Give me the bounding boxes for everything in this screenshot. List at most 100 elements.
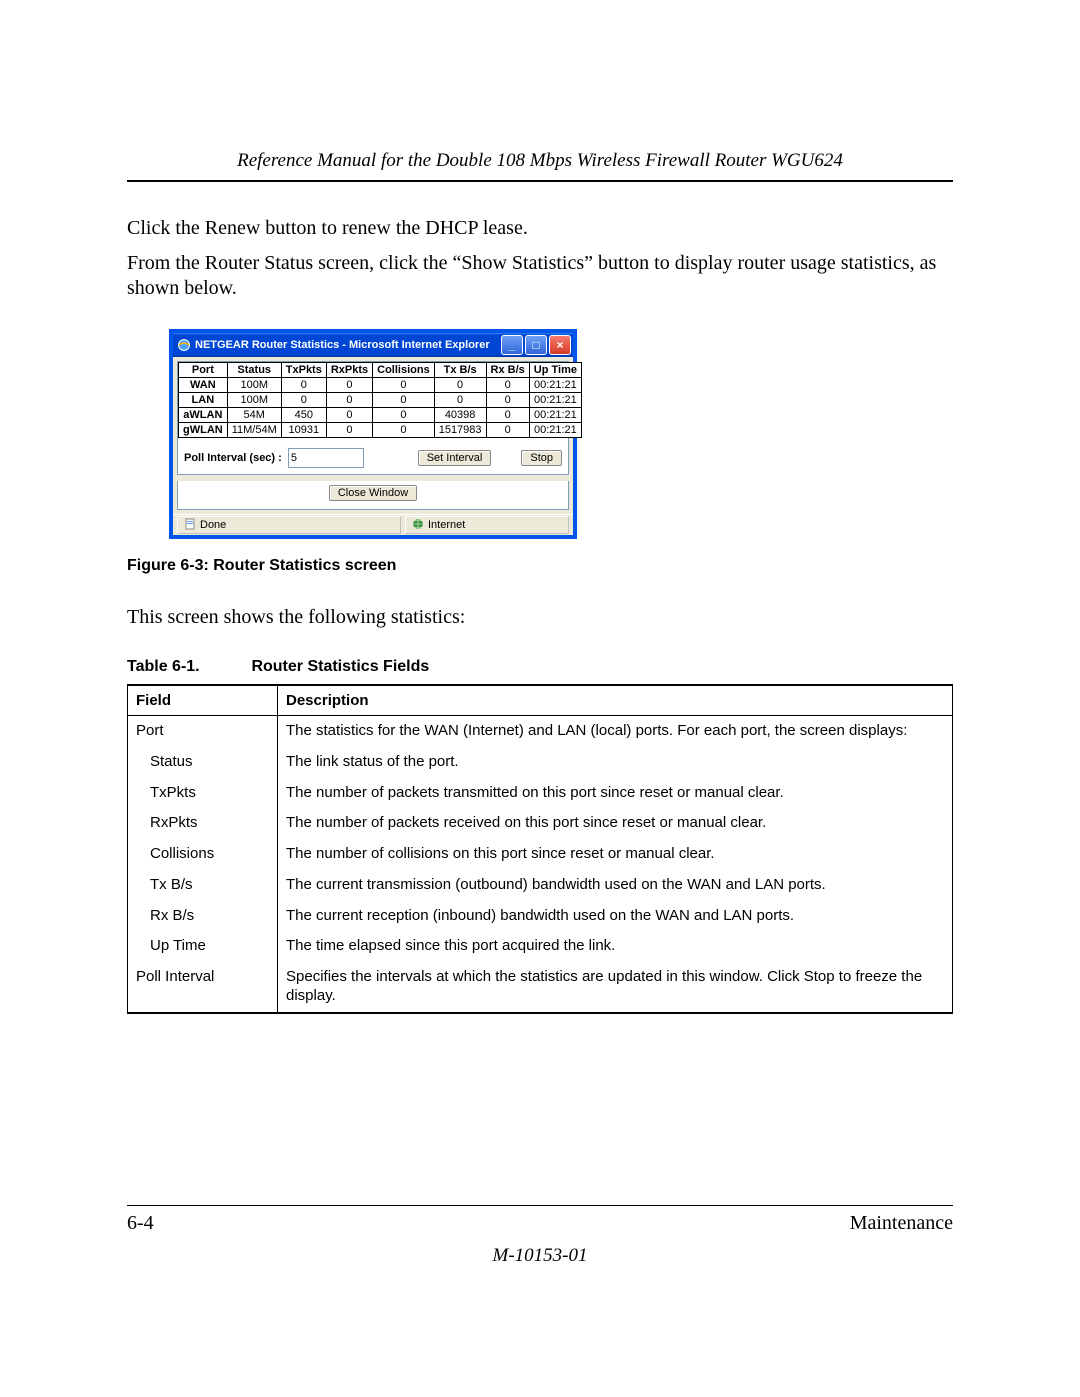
fields-table: Field Description PortThe statistics for… bbox=[127, 684, 953, 1014]
stats-col-rxpkts: RxPkts bbox=[326, 363, 372, 378]
close-window-button[interactable]: Close Window bbox=[329, 485, 417, 501]
page-icon bbox=[184, 518, 196, 533]
fields-row: Up TimeThe time elapsed since this port … bbox=[128, 931, 953, 962]
stats-cell: 0 bbox=[486, 393, 529, 408]
fields-desc-cell: The current transmission (outbound) band… bbox=[278, 870, 953, 901]
stats-cell: 0 bbox=[326, 423, 372, 438]
fields-name-cell: Tx B/s bbox=[128, 870, 278, 901]
stats-cell: 0 bbox=[326, 408, 372, 423]
header-title: Reference Manual for the Double 108 Mbps… bbox=[127, 150, 953, 182]
stats-cell: 00:21:21 bbox=[529, 423, 581, 438]
fields-desc-cell: The number of packets transmitted on thi… bbox=[278, 778, 953, 809]
status-done-text: Done bbox=[200, 519, 226, 531]
window-titlebar: NETGEAR Router Statistics - Microsoft In… bbox=[173, 333, 573, 357]
stats-col-port: Port bbox=[179, 363, 228, 378]
fields-name-cell: Status bbox=[128, 747, 278, 778]
table-caption-title: Router Statistics Fields bbox=[251, 658, 429, 675]
stats-col-rxbs: Rx B/s bbox=[486, 363, 529, 378]
stats-cell: 0 bbox=[486, 378, 529, 393]
stats-cell: 1517983 bbox=[434, 423, 486, 438]
stats-cell: aWLAN bbox=[179, 408, 228, 423]
poll-interval-label: Poll Interval (sec) : bbox=[184, 452, 282, 464]
stats-col-status: Status bbox=[227, 363, 281, 378]
stop-button[interactable]: Stop bbox=[521, 450, 562, 466]
fields-header-row: Field Description bbox=[128, 685, 953, 716]
stats-cell: 54M bbox=[227, 408, 281, 423]
window-close-button[interactable]: × bbox=[549, 335, 571, 355]
stats-row: WAN100M0000000:21:21 bbox=[179, 378, 582, 393]
window-title-text: NETGEAR Router Statistics - Microsoft In… bbox=[195, 339, 501, 351]
fields-name-cell: TxPkts bbox=[128, 778, 278, 809]
stats-cell: 11M/54M bbox=[227, 423, 281, 438]
poll-interval-input[interactable] bbox=[288, 448, 364, 468]
stats-cell: 0 bbox=[281, 378, 326, 393]
stats-cell: 100M bbox=[227, 378, 281, 393]
statistics-table: Port Status TxPkts RxPkts Collisions Tx … bbox=[178, 362, 582, 438]
close-window-row: Close Window bbox=[178, 481, 568, 509]
footer-page-number: 6-4 bbox=[127, 1212, 154, 1235]
poll-row: Poll Interval (sec) : Set Interval Stop bbox=[178, 438, 568, 474]
fields-desc-cell: The current reception (inbound) bandwidt… bbox=[278, 901, 953, 932]
stats-header-row: Port Status TxPkts RxPkts Collisions Tx … bbox=[179, 363, 582, 378]
document-page: Reference Manual for the Double 108 Mbps… bbox=[0, 0, 1080, 1397]
fields-desc-cell: The number of packets received on this p… bbox=[278, 808, 953, 839]
fields-name-cell: Port bbox=[128, 716, 278, 747]
window-maximize-button[interactable]: □ bbox=[525, 335, 547, 355]
fields-name-cell: Poll Interval bbox=[128, 962, 278, 1013]
status-internet-text: Internet bbox=[428, 519, 465, 531]
table-caption-label: Table 6-1. bbox=[127, 658, 247, 676]
fields-desc-cell: The number of collisions on this port si… bbox=[278, 839, 953, 870]
page-footer: 6-4 Maintenance M-10153-01 bbox=[127, 1205, 953, 1267]
stats-col-txpkts: TxPkts bbox=[281, 363, 326, 378]
stats-cell: 00:21:21 bbox=[529, 393, 581, 408]
fields-desc-cell: The time elapsed since this port acquire… bbox=[278, 931, 953, 962]
stats-cell: 100M bbox=[227, 393, 281, 408]
body-paragraph-2: From the Router Status screen, click the… bbox=[127, 251, 953, 301]
fields-name-cell: Up Time bbox=[128, 931, 278, 962]
stats-row: gWLAN11M/54M10931001517983000:21:21 bbox=[179, 423, 582, 438]
stats-cell: 0 bbox=[326, 393, 372, 408]
set-interval-button[interactable]: Set Interval bbox=[418, 450, 492, 466]
stats-cell: 0 bbox=[434, 393, 486, 408]
stats-cell: 450 bbox=[281, 408, 326, 423]
figure-caption: Figure 6-3: Router Statistics screen bbox=[127, 557, 953, 575]
stats-cell: 00:21:21 bbox=[529, 378, 581, 393]
table-caption: Table 6-1. Router Statistics Fields bbox=[127, 658, 953, 676]
fields-name-cell: Collisions bbox=[128, 839, 278, 870]
stats-cell: 0 bbox=[373, 378, 435, 393]
stats-cell: 40398 bbox=[434, 408, 486, 423]
stats-cell: 10931 bbox=[281, 423, 326, 438]
fields-row: PortThe statistics for the WAN (Internet… bbox=[128, 716, 953, 747]
fields-row: Poll IntervalSpecifies the intervals at … bbox=[128, 962, 953, 1013]
stats-row: LAN100M0000000:21:21 bbox=[179, 393, 582, 408]
fields-row: RxPktsThe number of packets received on … bbox=[128, 808, 953, 839]
stats-col-collisions: Collisions bbox=[373, 363, 435, 378]
stats-cell: 0 bbox=[326, 378, 372, 393]
stats-cell: WAN bbox=[179, 378, 228, 393]
statusbar: Done Internet bbox=[173, 514, 573, 535]
ie-icon bbox=[177, 338, 191, 352]
window-minimize-button[interactable]: _ bbox=[501, 335, 523, 355]
fields-desc-cell: The link status of the port. bbox=[278, 747, 953, 778]
stats-col-txbs: Tx B/s bbox=[434, 363, 486, 378]
status-done-cell: Done bbox=[177, 516, 401, 534]
fields-desc-cell: The statistics for the WAN (Internet) an… bbox=[278, 716, 953, 747]
stats-cell: 0 bbox=[373, 393, 435, 408]
stats-cell: 00:21:21 bbox=[529, 408, 581, 423]
window-body: Port Status TxPkts RxPkts Collisions Tx … bbox=[177, 361, 569, 510]
stats-cell: 0 bbox=[373, 408, 435, 423]
fields-col-field: Field bbox=[128, 685, 278, 716]
fields-row: Rx B/sThe current reception (inbound) ba… bbox=[128, 901, 953, 932]
stats-col-uptime: Up Time bbox=[529, 363, 581, 378]
window-inner-separator bbox=[177, 474, 569, 481]
fields-desc-cell: Specifies the intervals at which the sta… bbox=[278, 962, 953, 1013]
body-paragraph-1: Click the Renew button to renew the DHCP… bbox=[127, 216, 953, 241]
stats-cell: 0 bbox=[434, 378, 486, 393]
status-internet-cell: Internet bbox=[405, 516, 569, 534]
stats-cell: 0 bbox=[373, 423, 435, 438]
internet-icon bbox=[412, 518, 424, 533]
footer-docnum: M-10153-01 bbox=[127, 1245, 953, 1267]
stats-cell: 0 bbox=[486, 408, 529, 423]
fields-row: CollisionsThe number of collisions on th… bbox=[128, 839, 953, 870]
stats-cell: 0 bbox=[486, 423, 529, 438]
